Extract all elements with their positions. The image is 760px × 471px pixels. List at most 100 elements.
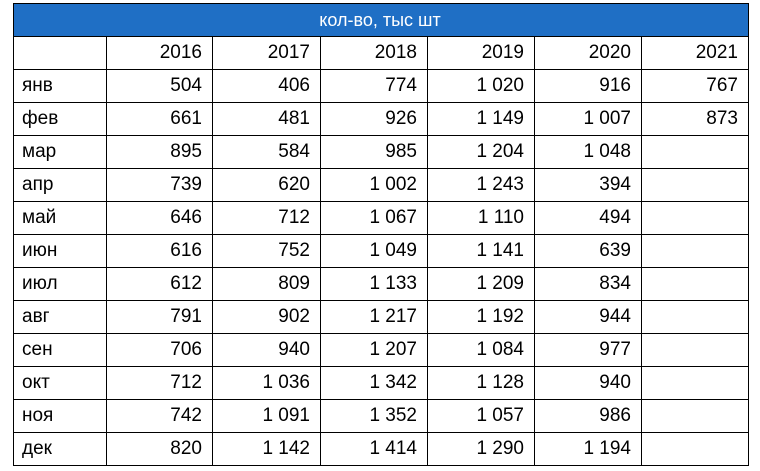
- table-cell: [641, 300, 749, 334]
- column-header: 2020: [534, 36, 642, 70]
- table-body: янв 504 406 774 1 020 916 767 фев 661 481 926 1 149…: [13, 69, 749, 466]
- table-cell: 584: [212, 135, 321, 169]
- table-cell: 481: [212, 102, 321, 136]
- table-title: кол-во, тыс шт: [13, 3, 749, 37]
- table-cell: 820: [106, 432, 213, 466]
- table-cell: 1 084: [427, 333, 535, 367]
- header-row: 2016 2017 2018 2019 2020 2021: [13, 36, 749, 70]
- table-cell: 616: [106, 234, 213, 268]
- table-cell: 1 128: [427, 366, 535, 400]
- table-row: янв 504 406 774 1 020 916 767: [13, 69, 749, 103]
- table-cell: 620: [212, 168, 321, 202]
- table-cell: [641, 267, 749, 301]
- table-row: май 646 712 1 067 1 110 494: [13, 201, 749, 235]
- table-cell: [641, 366, 749, 400]
- row-label: сен: [13, 333, 107, 367]
- title-row: кол-во, тыс шт: [13, 3, 749, 37]
- table-row: ноя 742 1 091 1 352 1 057 986: [13, 399, 749, 433]
- table-row: июл 612 809 1 133 1 209 834: [13, 267, 749, 301]
- row-label: ноя: [13, 399, 107, 433]
- table-cell: 712: [106, 366, 213, 400]
- table-cell: 1 048: [534, 135, 642, 169]
- table-cell: 791: [106, 300, 213, 334]
- table-cell: 612: [106, 267, 213, 301]
- row-label: июл: [13, 267, 107, 301]
- table-cell: 1 142: [212, 432, 321, 466]
- table-cell: 1 194: [534, 432, 642, 466]
- table-cell: 986: [534, 399, 642, 433]
- table-cell: 1 091: [212, 399, 321, 433]
- column-header: 2019: [427, 36, 535, 70]
- row-label: июн: [13, 234, 107, 268]
- table-cell: 706: [106, 333, 213, 367]
- table-cell: 1 133: [320, 267, 428, 301]
- table-cell: 1 149: [427, 102, 535, 136]
- table-cell: 1 204: [427, 135, 535, 169]
- table-cell: 504: [106, 69, 213, 103]
- table-cell: 1 209: [427, 267, 535, 301]
- table-cell: [641, 432, 749, 466]
- table-cell: 712: [212, 201, 321, 235]
- table-cell: [641, 399, 749, 433]
- column-header: 2018: [320, 36, 428, 70]
- table-cell: 1 207: [320, 333, 428, 367]
- column-header: 2017: [212, 36, 321, 70]
- table-cell: 1 352: [320, 399, 428, 433]
- table-cell: 661: [106, 102, 213, 136]
- table-cell: 646: [106, 201, 213, 235]
- table-cell: 1 217: [320, 300, 428, 334]
- table-cell: 1 110: [427, 201, 535, 235]
- table-cell: 406: [212, 69, 321, 103]
- table-cell: [641, 333, 749, 367]
- table-cell: 639: [534, 234, 642, 268]
- table-cell: 1 007: [534, 102, 642, 136]
- table-cell: 1 141: [427, 234, 535, 268]
- table-cell: 742: [106, 399, 213, 433]
- table-cell: [641, 168, 749, 202]
- table-cell: 1 067: [320, 201, 428, 235]
- table-row: июн 616 752 1 049 1 141 639: [13, 234, 749, 268]
- table-cell: 767: [641, 69, 749, 103]
- table-row: фев 661 481 926 1 149 1 007 873: [13, 102, 749, 136]
- data-table: кол-во, тыс шт 2016 2017 2018 2019 2020 2021 …: [13, 3, 749, 466]
- table-cell: 940: [212, 333, 321, 367]
- table-cell: 985: [320, 135, 428, 169]
- table-cell: 494: [534, 201, 642, 235]
- table-cell: 1 414: [320, 432, 428, 466]
- column-header: [13, 36, 107, 70]
- row-label: мар: [13, 135, 107, 169]
- row-label: апр: [13, 168, 107, 202]
- table-cell: 926: [320, 102, 428, 136]
- table-cell: 752: [212, 234, 321, 268]
- table-row: сен 706 940 1 207 1 084 977: [13, 333, 749, 367]
- table-cell: 944: [534, 300, 642, 334]
- row-label: янв: [13, 69, 107, 103]
- table-cell: 394: [534, 168, 642, 202]
- table-cell: 1 243: [427, 168, 535, 202]
- table-cell: 895: [106, 135, 213, 169]
- table-cell: [641, 135, 749, 169]
- table-cell: [641, 201, 749, 235]
- table-cell: 916: [534, 69, 642, 103]
- row-label: май: [13, 201, 107, 235]
- table-cell: 809: [212, 267, 321, 301]
- table-row: апр 739 620 1 002 1 243 394: [13, 168, 749, 202]
- table-cell: 739: [106, 168, 213, 202]
- table-cell: 1 020: [427, 69, 535, 103]
- table-row: дек 820 1 142 1 414 1 290 1 194: [13, 432, 749, 466]
- row-label: фев: [13, 102, 107, 136]
- row-label: окт: [13, 366, 107, 400]
- table-cell: 873: [641, 102, 749, 136]
- table-cell: 1 290: [427, 432, 535, 466]
- table-cell: 1 192: [427, 300, 535, 334]
- table-cell: 834: [534, 267, 642, 301]
- row-label: авг: [13, 300, 107, 334]
- table-row: окт 712 1 036 1 342 1 128 940: [13, 366, 749, 400]
- table-cell: 1 342: [320, 366, 428, 400]
- table-row: мар 895 584 985 1 204 1 048: [13, 135, 749, 169]
- table-cell: 1 057: [427, 399, 535, 433]
- table-cell: 940: [534, 366, 642, 400]
- table-cell: 774: [320, 69, 428, 103]
